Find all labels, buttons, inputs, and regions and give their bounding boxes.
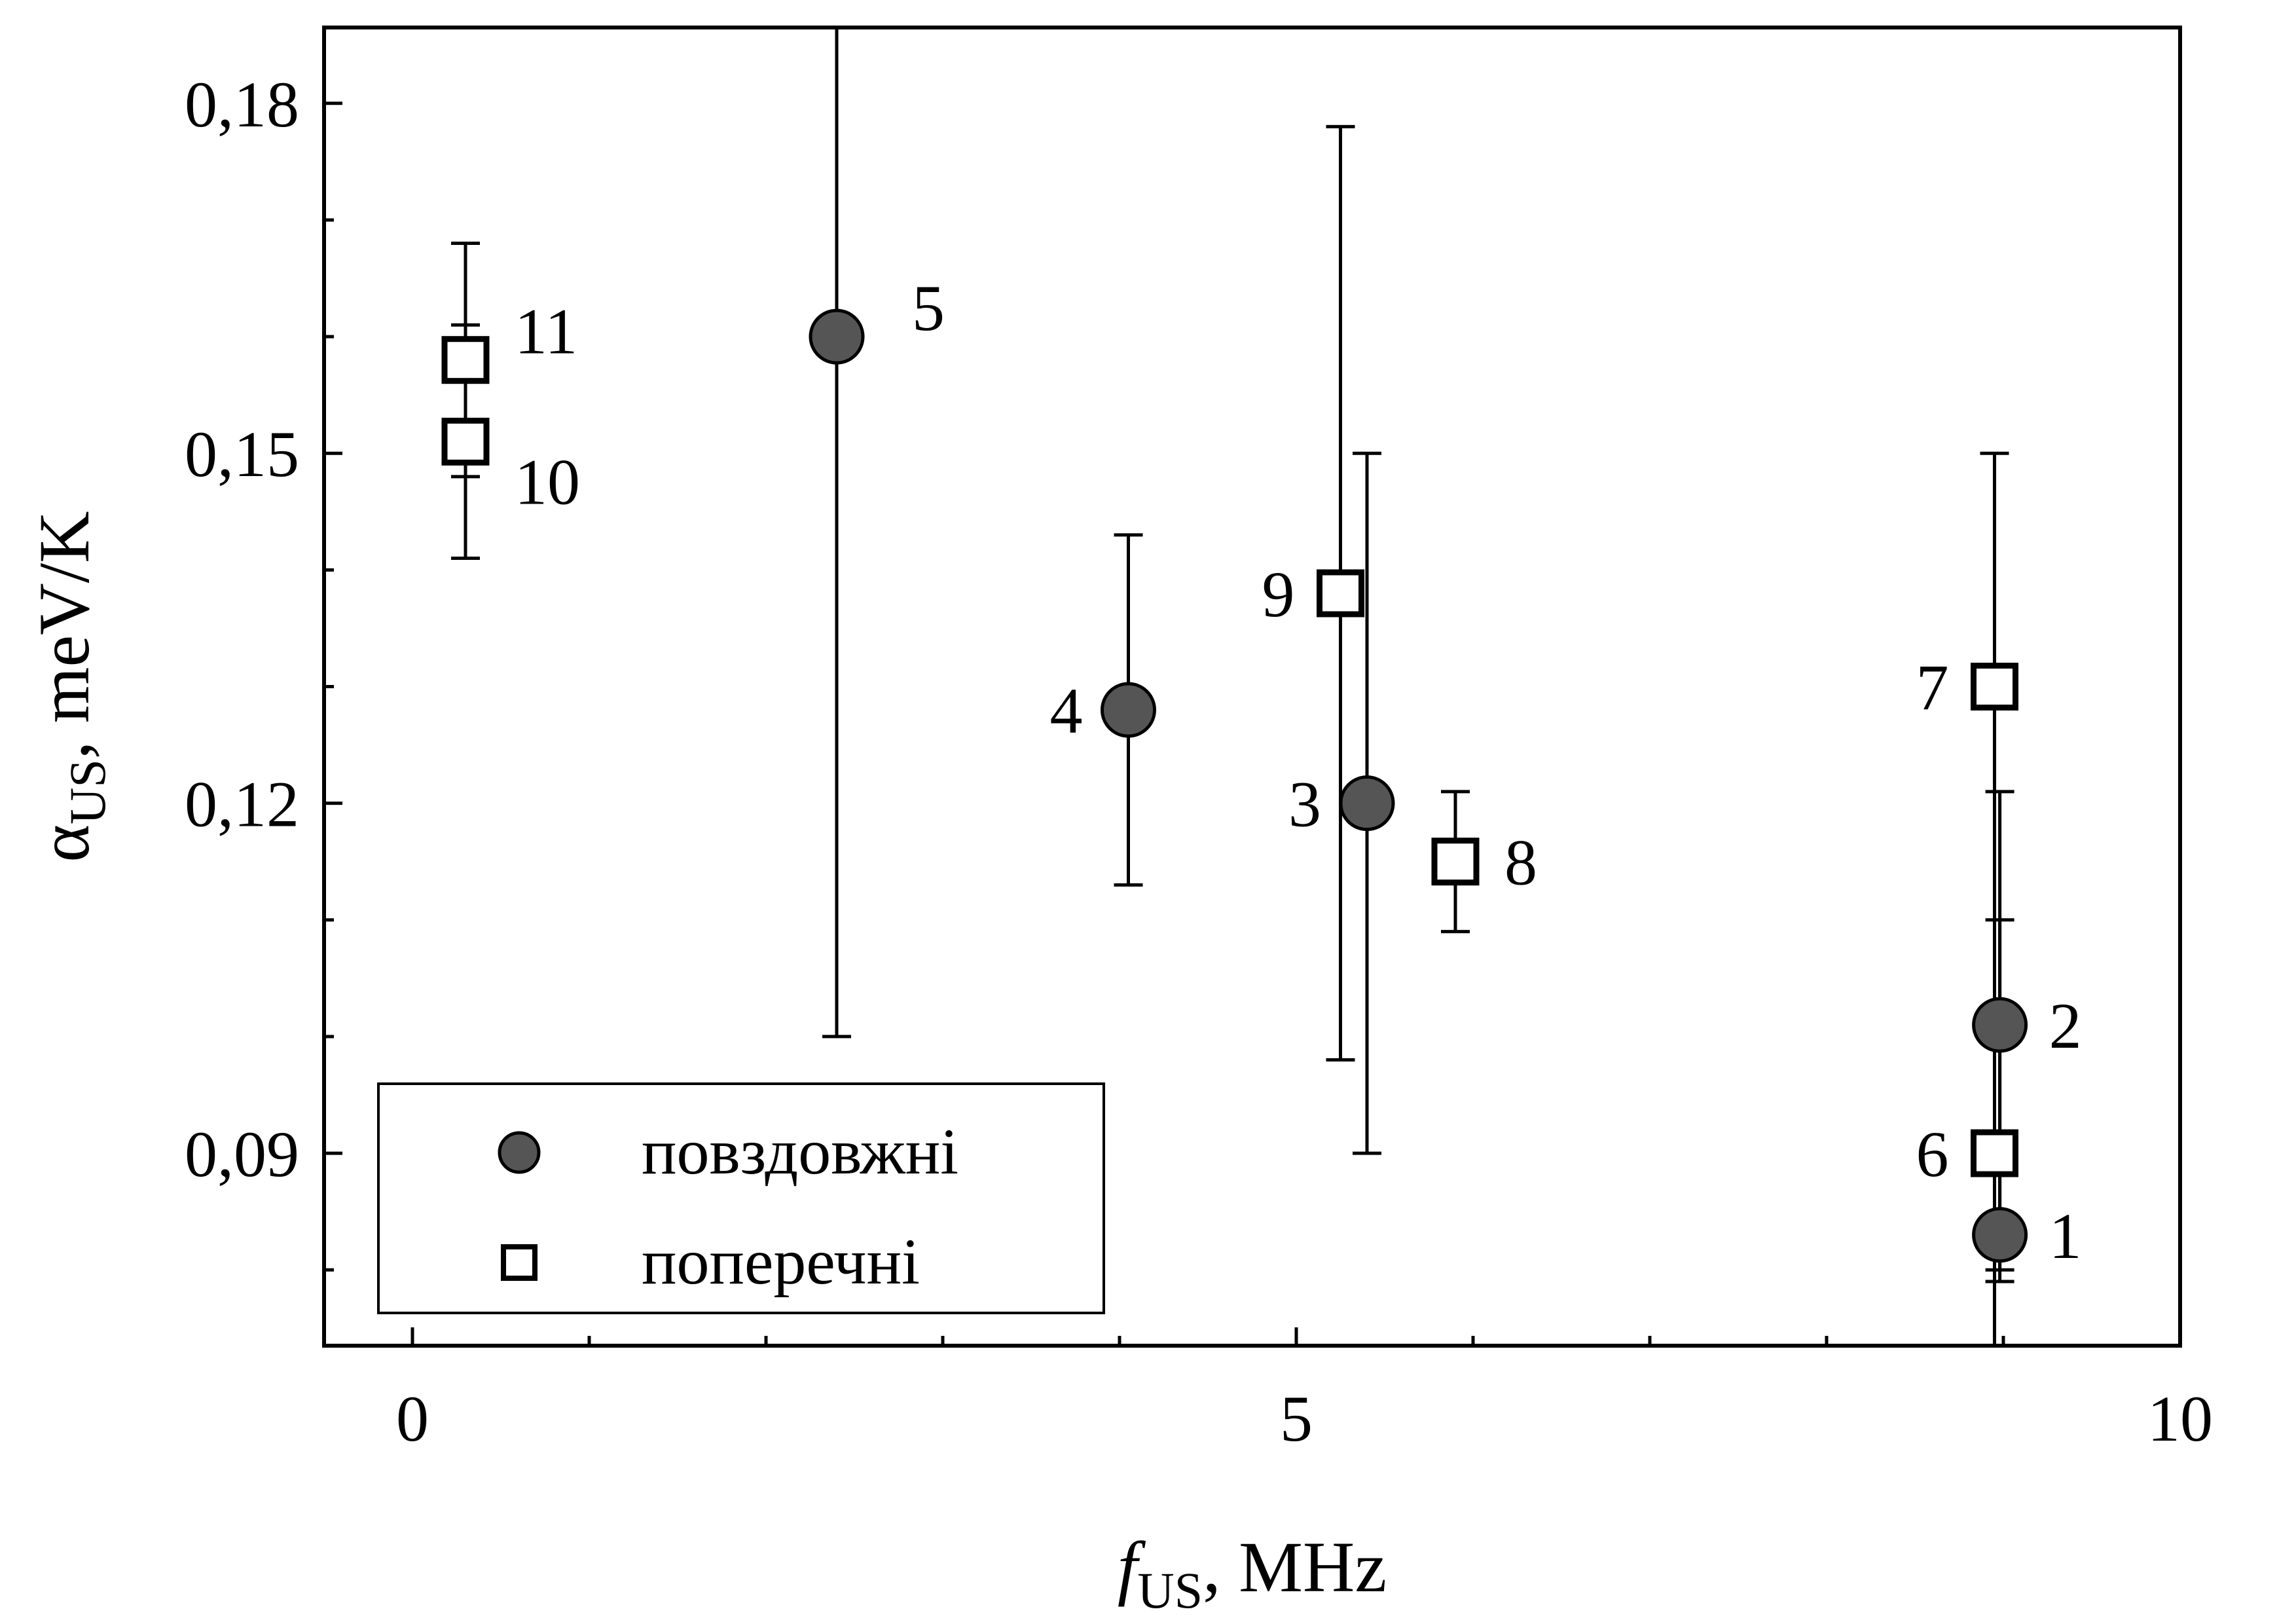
point-label: 4 bbox=[1050, 674, 1083, 747]
x-axis-title: fUS, MHz bbox=[1118, 1527, 1387, 1619]
point-label: 9 bbox=[1262, 558, 1295, 631]
data-point-square bbox=[441, 336, 490, 384]
x-tick-label: 0 bbox=[396, 1382, 429, 1455]
x-tick-label: 10 bbox=[2147, 1382, 2213, 1455]
data-point-square bbox=[1431, 838, 1480, 886]
point-labels: 1 2 3 4 5 6 7 8 9 10 11 bbox=[515, 272, 2082, 1272]
point-label: 8 bbox=[1504, 826, 1537, 899]
y-tick-label: 0,18 bbox=[185, 68, 299, 141]
y-axis-title-sub: US bbox=[59, 759, 116, 824]
data-points bbox=[441, 308, 2028, 1263]
x-tick-label: 5 bbox=[1280, 1382, 1313, 1455]
y-tick-label: 0,15 bbox=[185, 418, 299, 490]
y-axis-title-rest: , meV/K bbox=[24, 511, 104, 759]
data-point-circle bbox=[809, 308, 865, 365]
x-axis-title-rest: , MHz bbox=[1203, 1527, 1387, 1607]
data-point-circle bbox=[1339, 775, 1395, 832]
legend-marker-square bbox=[501, 1244, 538, 1281]
point-label: 11 bbox=[515, 295, 577, 368]
data-point-circle bbox=[1972, 997, 2028, 1053]
point-label: 6 bbox=[1916, 1118, 1949, 1190]
point-label: 5 bbox=[912, 272, 945, 344]
y-tick-label: 0,12 bbox=[185, 768, 299, 841]
y-axis-title-main: α bbox=[24, 824, 104, 862]
legend-label: поперечні bbox=[642, 1225, 920, 1298]
point-label: 7 bbox=[1916, 652, 1949, 724]
point-label: 10 bbox=[515, 445, 580, 518]
legend-box bbox=[377, 1082, 1105, 1314]
data-point-square bbox=[441, 417, 490, 466]
data-point-circle bbox=[1101, 682, 1156, 738]
data-point-square bbox=[1971, 663, 2018, 710]
point-label: 3 bbox=[1288, 768, 1321, 841]
legend-label: повздовжні bbox=[642, 1115, 958, 1188]
point-label: 1 bbox=[2049, 1200, 2082, 1272]
data-point-square bbox=[1971, 1129, 2018, 1177]
legend-marker-circle bbox=[498, 1131, 541, 1174]
y-tick-label: 0,09 bbox=[185, 1118, 299, 1190]
axes: 0 5 10 0,09 0,12 0,15 0,18 bbox=[185, 26, 2213, 1455]
data-point-square bbox=[1317, 569, 1364, 618]
point-label: 2 bbox=[2049, 989, 2082, 1062]
y-axis-title: αUS, meV/K bbox=[24, 511, 116, 862]
data-point-circle bbox=[1972, 1207, 2028, 1263]
legend: повздовжні поперечні bbox=[377, 1082, 1105, 1314]
x-axis-title-sub: US bbox=[1137, 1562, 1203, 1619]
